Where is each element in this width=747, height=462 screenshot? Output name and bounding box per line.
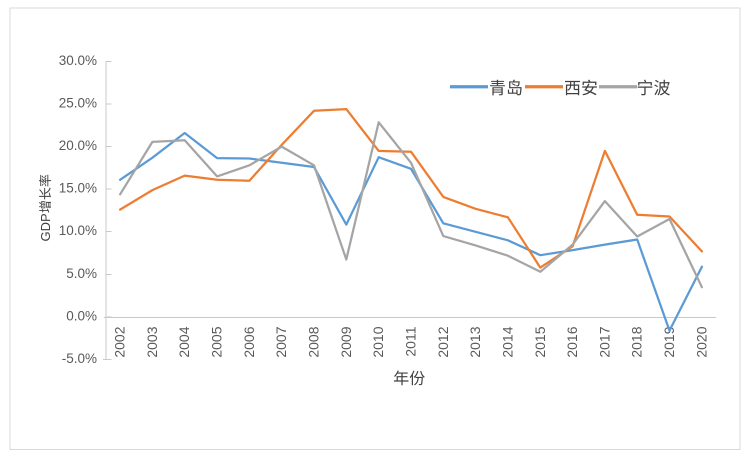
svg-text:2018: 2018 [629,326,645,357]
svg-text:2004: 2004 [176,326,192,357]
svg-text:2014: 2014 [499,326,515,357]
svg-text:2015: 2015 [532,326,548,357]
svg-text:2006: 2006 [241,326,257,357]
svg-text:GDP: GDP [38,213,53,241]
svg-text:15.0%: 15.0% [59,181,97,196]
svg-text:25.0%: 25.0% [59,96,97,111]
svg-text:2012: 2012 [435,326,451,357]
svg-text:2016: 2016 [564,326,580,357]
svg-text:2011: 2011 [403,326,419,356]
svg-text:2010: 2010 [370,326,386,357]
svg-text:2020: 2020 [693,326,709,357]
svg-text:2002: 2002 [112,326,128,357]
svg-text:2017: 2017 [596,326,612,357]
svg-text:5.0%: 5.0% [66,266,97,281]
svg-text:2008: 2008 [306,326,322,357]
svg-text:2003: 2003 [144,326,160,357]
svg-text:2019: 2019 [661,326,677,357]
svg-text:2009: 2009 [338,326,354,357]
svg-text:30.0%: 30.0% [59,53,97,68]
svg-text:0.0%: 0.0% [66,309,97,324]
svg-text:10.0%: 10.0% [59,223,97,238]
svg-text:2013: 2013 [467,326,483,357]
svg-text:2005: 2005 [209,326,225,357]
svg-text:2007: 2007 [273,326,289,357]
svg-text:20.0%: 20.0% [59,138,97,153]
svg-text:-5.0%: -5.0% [62,351,97,366]
